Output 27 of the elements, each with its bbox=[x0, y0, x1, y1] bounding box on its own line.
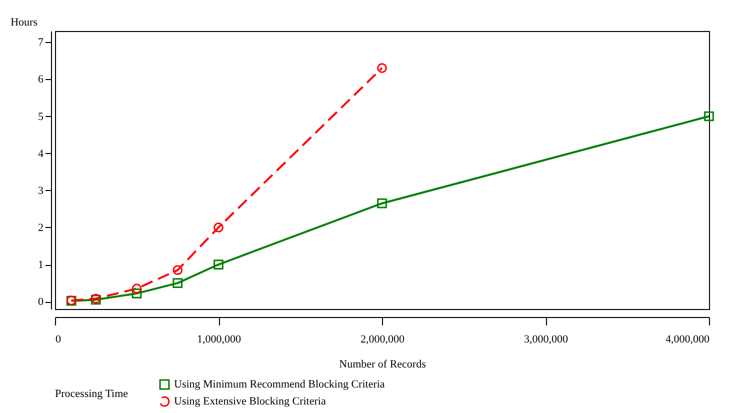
x-tick-label: 4,000,000 bbox=[666, 334, 710, 346]
y-axis-title: Hours bbox=[10, 16, 38, 28]
y-tick-label: 3 bbox=[38, 184, 44, 197]
point bbox=[172, 265, 183, 276]
y-tick-label: 6 bbox=[38, 74, 44, 86]
y-tick-label: 0 bbox=[38, 296, 44, 308]
x-axis-title: Number of Records bbox=[339, 358, 426, 370]
x-tick-label: 2,000,000 bbox=[360, 334, 405, 346]
point bbox=[377, 63, 387, 73]
point bbox=[377, 198, 387, 208]
y-tick-label: 7 bbox=[38, 36, 44, 49]
y-tick-label: 2 bbox=[38, 222, 44, 234]
point bbox=[132, 284, 142, 294]
x-tick-label: 1,000,000 bbox=[197, 334, 242, 346]
point bbox=[214, 222, 224, 232]
point bbox=[132, 288, 142, 298]
legend-title: Processing Time bbox=[55, 388, 128, 400]
point bbox=[704, 111, 714, 122]
y-tick-label: 1 bbox=[38, 259, 44, 272]
legend-label: Using Extensive Blocking Criteria bbox=[174, 396, 326, 408]
y-tick-label: 5 bbox=[38, 110, 44, 123]
x-tick-label: 0 bbox=[56, 334, 62, 346]
y-tick-label: 4 bbox=[38, 148, 44, 160]
legend-label: Using Minimum Recommend Blocking Criteria bbox=[174, 378, 385, 390]
point bbox=[172, 278, 183, 288]
point bbox=[214, 260, 224, 270]
x-tick-label: 3,000,000 bbox=[524, 334, 568, 346]
